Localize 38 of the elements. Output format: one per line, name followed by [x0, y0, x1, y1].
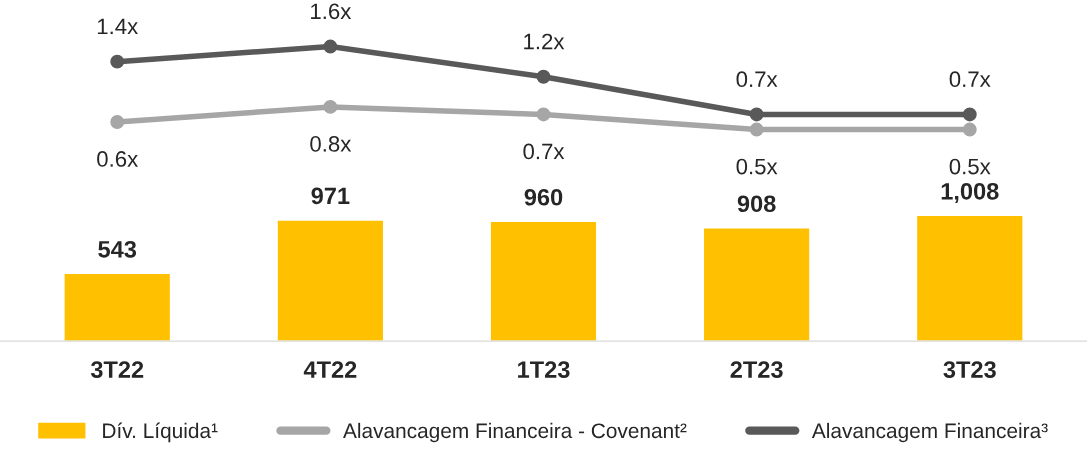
x-tick-label: 3T22: [90, 361, 144, 378]
data-label: 0.7x: [523, 143, 565, 160]
data-label: 1.4x: [97, 18, 138, 35]
data-label: 1,008: [941, 182, 999, 204]
point: [962, 107, 977, 122]
data-label: 0.6x: [97, 151, 138, 167]
data-label: 543: [98, 240, 137, 258]
x-tick-label: 4T22: [303, 361, 357, 378]
point: [110, 115, 125, 129]
point: [323, 39, 338, 54]
x-tick-label: 3T23: [943, 361, 996, 378]
bar: [489, 220, 598, 342]
legend-label: Dív. Líquida¹: [103, 422, 218, 443]
bar: [276, 219, 385, 342]
data-label: 960: [524, 188, 563, 206]
bar: [915, 214, 1024, 342]
data-label: 971: [311, 187, 350, 205]
legend-label: Alavancagem Financeira - Covenant²: [343, 422, 687, 443]
data-label: 0.5x: [949, 158, 991, 175]
data-label: 0.7x: [949, 71, 991, 88]
point: [749, 122, 764, 137]
data-label: 908: [737, 195, 776, 213]
point: [323, 99, 338, 114]
bar: [63, 272, 172, 342]
legend-label: Alavancagem Financeira³: [811, 422, 1048, 443]
data-label: 0.5x: [736, 158, 778, 175]
bar: [702, 227, 811, 342]
data-label: 1.6x: [311, 3, 352, 20]
x-tick-label: 2T23: [730, 361, 783, 378]
data-label: 0.8x: [310, 136, 352, 152]
point: [536, 69, 551, 84]
point: [536, 107, 551, 122]
x-tick-label: 1T23: [518, 361, 570, 378]
point: [110, 54, 125, 69]
data-label: 1.2x: [524, 33, 565, 50]
point: [962, 122, 977, 137]
point: [749, 107, 764, 122]
data-label: 0.7x: [736, 71, 778, 88]
